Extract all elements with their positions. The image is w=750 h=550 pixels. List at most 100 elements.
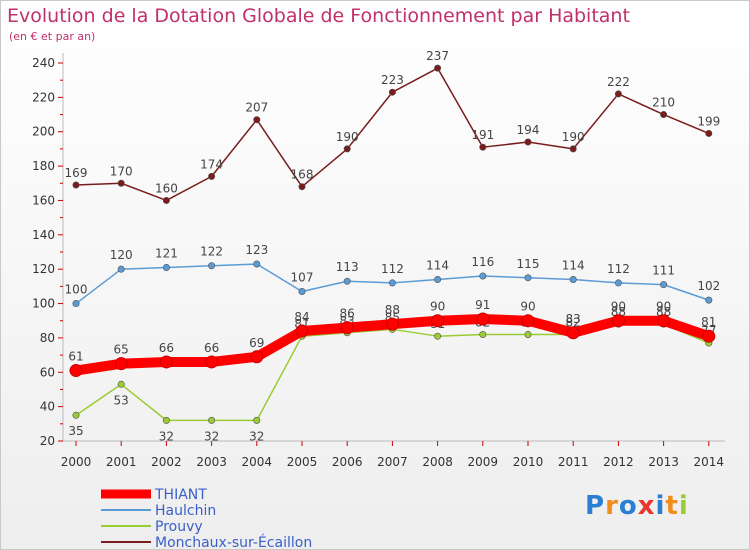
data-label-haulchin: 107 [291,271,314,285]
point-haulchin [479,272,487,280]
point-thiant [611,314,625,328]
data-label-prouvy: 82 [566,315,581,329]
chart-subtitle: (en € et par an) [9,30,96,43]
y-tick-label: 80 [40,331,55,345]
y-tick-label: 200 [32,125,55,139]
point-prouvy [72,411,80,419]
logo-letter: o [618,491,638,521]
point-haulchin [569,275,577,283]
point-monchaux-sur-caillon [208,172,216,180]
point-monchaux-sur-caillon [434,64,442,72]
logo-letter: P [585,491,606,521]
x-tick-label: 2007 [377,455,408,469]
point-prouvy [162,416,170,424]
data-label-thiant: 91 [475,298,490,312]
data-label-prouvy: 32 [204,429,219,443]
proxiti-logo: Proxiti [585,491,689,521]
legend-label-thiant: THIANT [154,487,207,503]
data-label-haulchin: 114 [562,258,585,272]
data-label-thiant: 90 [430,300,445,314]
x-tick-label: 2009 [468,455,499,469]
data-label-thiant: 90 [656,300,671,314]
point-monchaux-sur-caillon [117,179,125,187]
data-label-thiant: 90 [611,300,626,314]
x-tick-label: 2010 [513,455,544,469]
y-tick-label: 60 [40,365,55,379]
data-label-thiant: 84 [294,310,309,324]
point-prouvy [479,330,487,338]
point-monchaux-sur-caillon [614,90,622,98]
point-monchaux-sur-caillon [388,88,396,96]
point-prouvy [434,332,442,340]
data-label-monchaux-sur-caillon: 190 [336,130,359,144]
point-monchaux-sur-caillon [660,111,668,119]
y-tick-label: 120 [32,262,55,276]
data-label-haulchin: 121 [155,246,178,260]
x-tick-label: 2004 [242,455,273,469]
data-label-thiant: 66 [159,341,174,355]
data-label-haulchin: 113 [336,260,359,274]
point-thiant [250,350,264,364]
point-thiant [295,324,309,338]
data-label-monchaux-sur-caillon: 207 [245,101,268,115]
y-tick-label: 240 [32,56,55,70]
data-label-prouvy: 53 [114,393,129,407]
x-tick-label: 2002 [151,455,182,469]
legend-label-haulchin: Haulchin [155,503,216,519]
data-label-prouvy: 32 [159,429,174,443]
point-thiant [476,312,490,326]
data-label-monchaux-sur-caillon: 168 [291,168,314,182]
x-tick-label: 2011 [558,455,589,469]
x-tick-label: 2006 [332,455,363,469]
data-label-thiant: 81 [701,315,716,329]
point-thiant [205,355,219,369]
legend-label-monchaux-sur-caillon: Monchaux-sur-Écaillon [155,534,312,549]
point-thiant [385,317,399,331]
data-label-thiant: 83 [566,312,581,326]
point-haulchin [705,296,713,304]
data-label-thiant: 90 [520,300,535,314]
data-label-monchaux-sur-caillon: 191 [471,128,494,142]
data-label-haulchin: 111 [652,264,675,278]
y-tick-label: 140 [32,228,55,242]
point-thiant [566,326,580,340]
data-label-monchaux-sur-caillon: 222 [607,75,630,89]
data-label-monchaux-sur-caillon: 190 [562,130,585,144]
x-tick-label: 2005 [287,455,318,469]
data-label-haulchin: 122 [200,245,223,259]
point-haulchin [298,288,306,296]
point-monchaux-sur-caillon [343,145,351,153]
data-label-prouvy: 32 [249,429,264,443]
point-monchaux-sur-caillon [479,143,487,151]
y-tick-label: 40 [40,400,55,414]
point-thiant [702,329,716,343]
y-tick-label: 180 [32,159,55,173]
data-label-monchaux-sur-caillon: 169 [65,166,88,180]
point-monchaux-sur-caillon [162,196,170,204]
point-monchaux-sur-caillon [569,145,577,153]
point-monchaux-sur-caillon [524,138,532,146]
point-haulchin [208,262,216,270]
data-label-monchaux-sur-caillon: 194 [517,123,540,137]
point-thiant [69,364,83,378]
point-prouvy [208,416,216,424]
point-prouvy [524,330,532,338]
data-label-monchaux-sur-caillon: 174 [200,157,223,171]
x-tick-label: 2012 [603,455,634,469]
point-haulchin [524,274,532,282]
data-label-haulchin: 116 [471,255,494,269]
data-label-monchaux-sur-caillon: 223 [381,73,404,87]
point-haulchin [117,265,125,273]
x-tick-label: 2014 [694,455,725,469]
chart-title: Evolution de la Dotation Globale de Fonc… [7,5,630,27]
point-thiant [657,314,671,328]
data-label-haulchin: 112 [607,262,630,276]
data-label-thiant: 65 [114,343,129,357]
logo-letter: i [655,491,666,521]
data-label-haulchin: 120 [110,248,133,262]
logo-letter: r [605,491,619,521]
y-tick-label: 100 [32,297,55,311]
x-tick-label: 2000 [61,455,92,469]
logo-letter: i [678,491,689,521]
